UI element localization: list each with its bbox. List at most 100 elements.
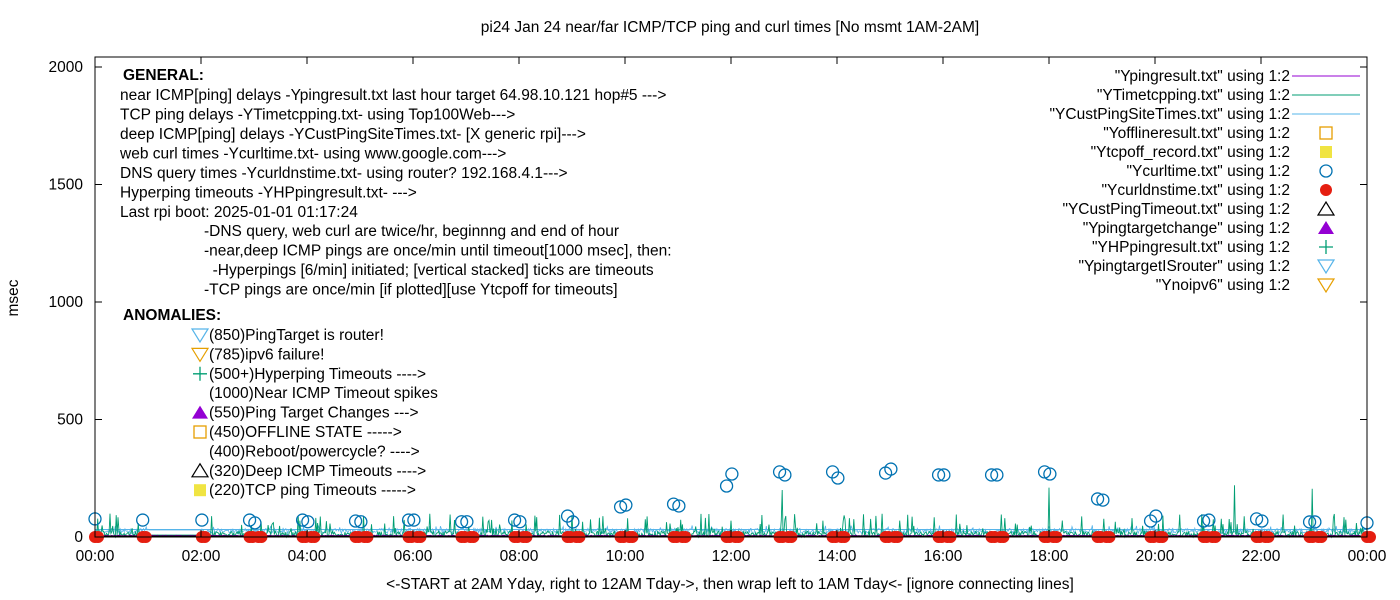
note-line: -TCP pings are once/min [if plotted][use… <box>204 282 618 299</box>
curltime-point <box>666 497 681 511</box>
general-line: Hyperping timeouts -YHPpingresult.txt- -… <box>120 185 417 202</box>
anomaly-icon-open-down-triangle <box>190 328 210 344</box>
curltime-point <box>513 515 527 529</box>
curltime-point <box>719 479 734 493</box>
curltime-point <box>354 515 368 529</box>
curltime-point <box>1308 515 1322 529</box>
curltime-point <box>778 468 792 482</box>
legend-marker-filled-square <box>1320 146 1332 158</box>
anomaly-line: (500+)Hyperping Timeouts ----> <box>209 366 426 383</box>
note-line: -DNS query, web curl are twice/hr, begin… <box>204 223 619 240</box>
x-tick-label: 14:00 <box>818 548 857 565</box>
legend-marker-filled-triangle <box>1318 221 1334 234</box>
curltime-point <box>507 513 522 527</box>
curltime-point <box>1043 467 1057 481</box>
legend-label: "Yofflineresult.txt" using 1:2 <box>1103 125 1290 142</box>
axis-ticks: 0 500 1000 1500 2000 00:00 02:00 04:00 06:00 08:0… <box>49 57 1387 565</box>
legend-label: "YTimetcpping.txt" using 1:2 <box>1097 87 1290 104</box>
curltime-point <box>884 462 898 476</box>
curltime-point <box>566 515 580 529</box>
y-tick-label: 0 <box>74 529 83 546</box>
y-tick-label: 1500 <box>49 177 84 194</box>
y-tick-label: 500 <box>57 412 83 429</box>
curltime-point <box>348 514 363 528</box>
curltime-point <box>1302 515 1317 529</box>
legend-label: "YpingtargetISrouter" using 1:2 <box>1079 258 1290 275</box>
curltime-point <box>725 467 739 481</box>
anomalies-heading: ANOMALIES: <box>123 307 221 324</box>
curltime-point <box>931 468 946 482</box>
legend-label: "Ycurltime.txt" using 1:2 <box>1127 163 1290 180</box>
curltime-point <box>407 513 421 527</box>
note-line: -Hyperpings [6/min] initiated; [vertical… <box>204 262 654 279</box>
x-tick-label: 20:00 <box>1136 548 1175 565</box>
anomaly-icon-open-down-triangle <box>190 347 210 363</box>
curltime-point <box>460 515 474 529</box>
anomaly-line: (785)ipv6 failure! <box>209 346 324 363</box>
curltime-point <box>248 516 262 530</box>
anomaly-icon-plus <box>193 366 207 381</box>
y-tick-label: 1000 <box>49 294 84 311</box>
x-axis-label: <-START at 2AM Yday, right to 12AM Tday-… <box>386 576 1074 593</box>
general-line: DNS query times -Ycurldnstime.txt- using… <box>120 165 568 182</box>
legend-label: "YCustPingTimeout.txt" using 1:2 <box>1062 201 1290 218</box>
legend-marker-filled-circle <box>1320 184 1332 196</box>
anomaly-line: (550)Ping Target Changes ---> <box>209 405 419 422</box>
legend-label: "Ytcpoff_record.txt" using 1:2 <box>1091 144 1290 161</box>
curltime-point <box>295 513 310 527</box>
x-tick-label: 04:00 <box>288 548 327 565</box>
curltime-point <box>401 513 416 527</box>
legend-marker-open-down-triangle <box>1316 278 1336 294</box>
anomaly-icon-filled-triangle <box>192 405 208 419</box>
legend-marker-open-triangle <box>1316 200 1336 216</box>
curltime-point <box>984 468 999 482</box>
x-tick-label: 18:00 <box>1030 548 1069 565</box>
curltime-point <box>937 468 951 482</box>
chart-title: pi24 Jan 24 near/far ICMP/TCP ping and c… <box>481 19 979 36</box>
curltime-point <box>1149 509 1163 523</box>
x-tick-label: 16:00 <box>924 548 963 565</box>
legend-marker-open-down-triangle <box>1316 259 1336 275</box>
legend-label: "Ynoipv6" using 1:2 <box>1156 277 1290 294</box>
curltime-point <box>1096 493 1110 507</box>
legend-marker-open-square <box>1319 126 1333 140</box>
annotations: GENERAL: near ICMP[ping] delays -Ypingres… <box>119 67 672 499</box>
anomaly-line: (400)Reboot/powercycle? ----> <box>209 443 420 460</box>
anomaly-line: (320)Deep ICMP Timeouts ----> <box>209 463 426 480</box>
legend-label: "Ypingresult.txt" using 1:2 <box>1115 68 1290 85</box>
anomaly-line: (1000)Near ICMP Timeout spikes <box>209 385 438 402</box>
legend: "Ypingresult.txt" using 1:2 "YTimetcpping… <box>1050 68 1360 294</box>
x-tick-label: 00:00 <box>76 548 115 565</box>
x-tick-label: 06:00 <box>394 548 433 565</box>
curltime-point <box>672 499 686 513</box>
curltime-point <box>1090 492 1105 506</box>
curltime-point <box>301 515 315 529</box>
curltime-point <box>454 515 469 529</box>
anomaly-line: (850)PingTarget is router! <box>209 327 384 344</box>
x-tick-label: 02:00 <box>182 548 221 565</box>
x-tick-label: 08:00 <box>500 548 539 565</box>
curltime-point <box>613 500 628 514</box>
curltime-point <box>136 513 150 527</box>
general-heading: GENERAL: <box>123 67 204 84</box>
legend-label: "Ycurldnstime.txt" using 1:2 <box>1102 182 1290 199</box>
legend-label: "YCustPingSiteTimes.txt" using 1:2 <box>1050 106 1290 123</box>
y-tick-label: 2000 <box>49 59 84 76</box>
curltime-point <box>831 471 845 485</box>
legend-label: "Ypingtargetchange" using 1:2 <box>1083 220 1290 237</box>
x-tick-label: 22:00 <box>1242 548 1281 565</box>
general-line: TCP ping delays -YTimetcpping.txt- using… <box>120 107 515 124</box>
anomaly-icon-open-square <box>193 425 207 439</box>
curltime-point <box>1202 513 1216 527</box>
curltime-point <box>1196 514 1211 528</box>
curltime-point <box>1255 514 1269 528</box>
legend-marker-plus <box>1319 240 1333 254</box>
note-line: -near,deep ICMP pings are once/min until… <box>204 243 672 260</box>
anomaly-icon-filled-square <box>194 484 206 497</box>
anomaly-line: (450)OFFLINE STATE -----> <box>209 424 402 441</box>
legend-label: "YHPpingresult.txt" using 1:2 <box>1092 239 1290 256</box>
x-tick-label: 12:00 <box>712 548 751 565</box>
general-line: near ICMP[ping] delays -Ypingresult.txt … <box>120 87 666 104</box>
legend-marker-open-circle <box>1319 164 1333 178</box>
